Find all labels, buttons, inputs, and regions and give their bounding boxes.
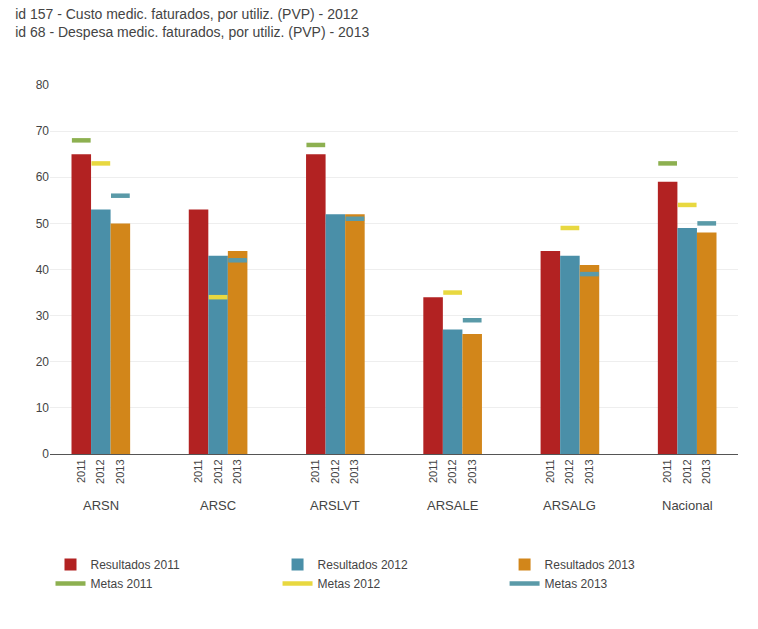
svg-text:80: 80: [36, 78, 50, 92]
svg-text:ARSN: ARSN: [83, 498, 119, 513]
svg-text:ARSLVT: ARSLVT: [310, 498, 360, 513]
svg-text:2013: 2013: [583, 459, 595, 483]
svg-text:ARSALE: ARSALE: [427, 498, 479, 513]
svg-text:2012: 2012: [329, 459, 341, 483]
svg-text:2012: 2012: [446, 459, 458, 483]
svg-text:Metas 2013: Metas 2013: [545, 577, 608, 591]
svg-text:2011: 2011: [75, 459, 87, 483]
svg-text:2013: 2013: [348, 459, 360, 483]
svg-text:2011: 2011: [309, 459, 321, 483]
svg-text:50: 50: [36, 217, 50, 231]
svg-text:10: 10: [36, 401, 50, 415]
svg-text:2012: 2012: [563, 459, 575, 483]
svg-text:2012: 2012: [212, 459, 224, 483]
svg-text:Metas 2012: Metas 2012: [318, 577, 381, 591]
svg-text:2013: 2013: [231, 459, 243, 483]
svg-text:2013: 2013: [466, 459, 478, 483]
svg-text:2011: 2011: [544, 459, 556, 483]
svg-text:0: 0: [42, 447, 49, 461]
svg-text:ARSALG: ARSALG: [543, 498, 596, 513]
svg-text:40: 40: [36, 263, 50, 277]
svg-text:2011: 2011: [192, 459, 204, 483]
svg-text:Metas 2011: Metas 2011: [91, 577, 153, 591]
svg-text:2013: 2013: [114, 459, 126, 483]
svg-text:60: 60: [36, 170, 50, 184]
svg-text:Nacional: Nacional: [662, 498, 713, 513]
svg-text:2012: 2012: [94, 459, 106, 483]
svg-text:20: 20: [36, 355, 50, 369]
svg-text:id 157 - Custo medic. faturado: id 157 - Custo medic. faturados, por uti…: [15, 6, 369, 40]
svg-text:70: 70: [36, 124, 50, 138]
svg-text:Resultados 2013: Resultados 2013: [545, 558, 635, 572]
svg-text:ARSC: ARSC: [200, 498, 236, 513]
svg-text:2013: 2013: [700, 459, 712, 483]
svg-text:Resultados 2012: Resultados 2012: [318, 558, 408, 572]
svg-text:2012: 2012: [681, 459, 693, 483]
svg-text:Resultados 2011: Resultados 2011: [91, 558, 181, 572]
svg-text:30: 30: [36, 309, 50, 323]
svg-text:2011: 2011: [661, 459, 673, 483]
svg-text:2011: 2011: [427, 459, 439, 483]
